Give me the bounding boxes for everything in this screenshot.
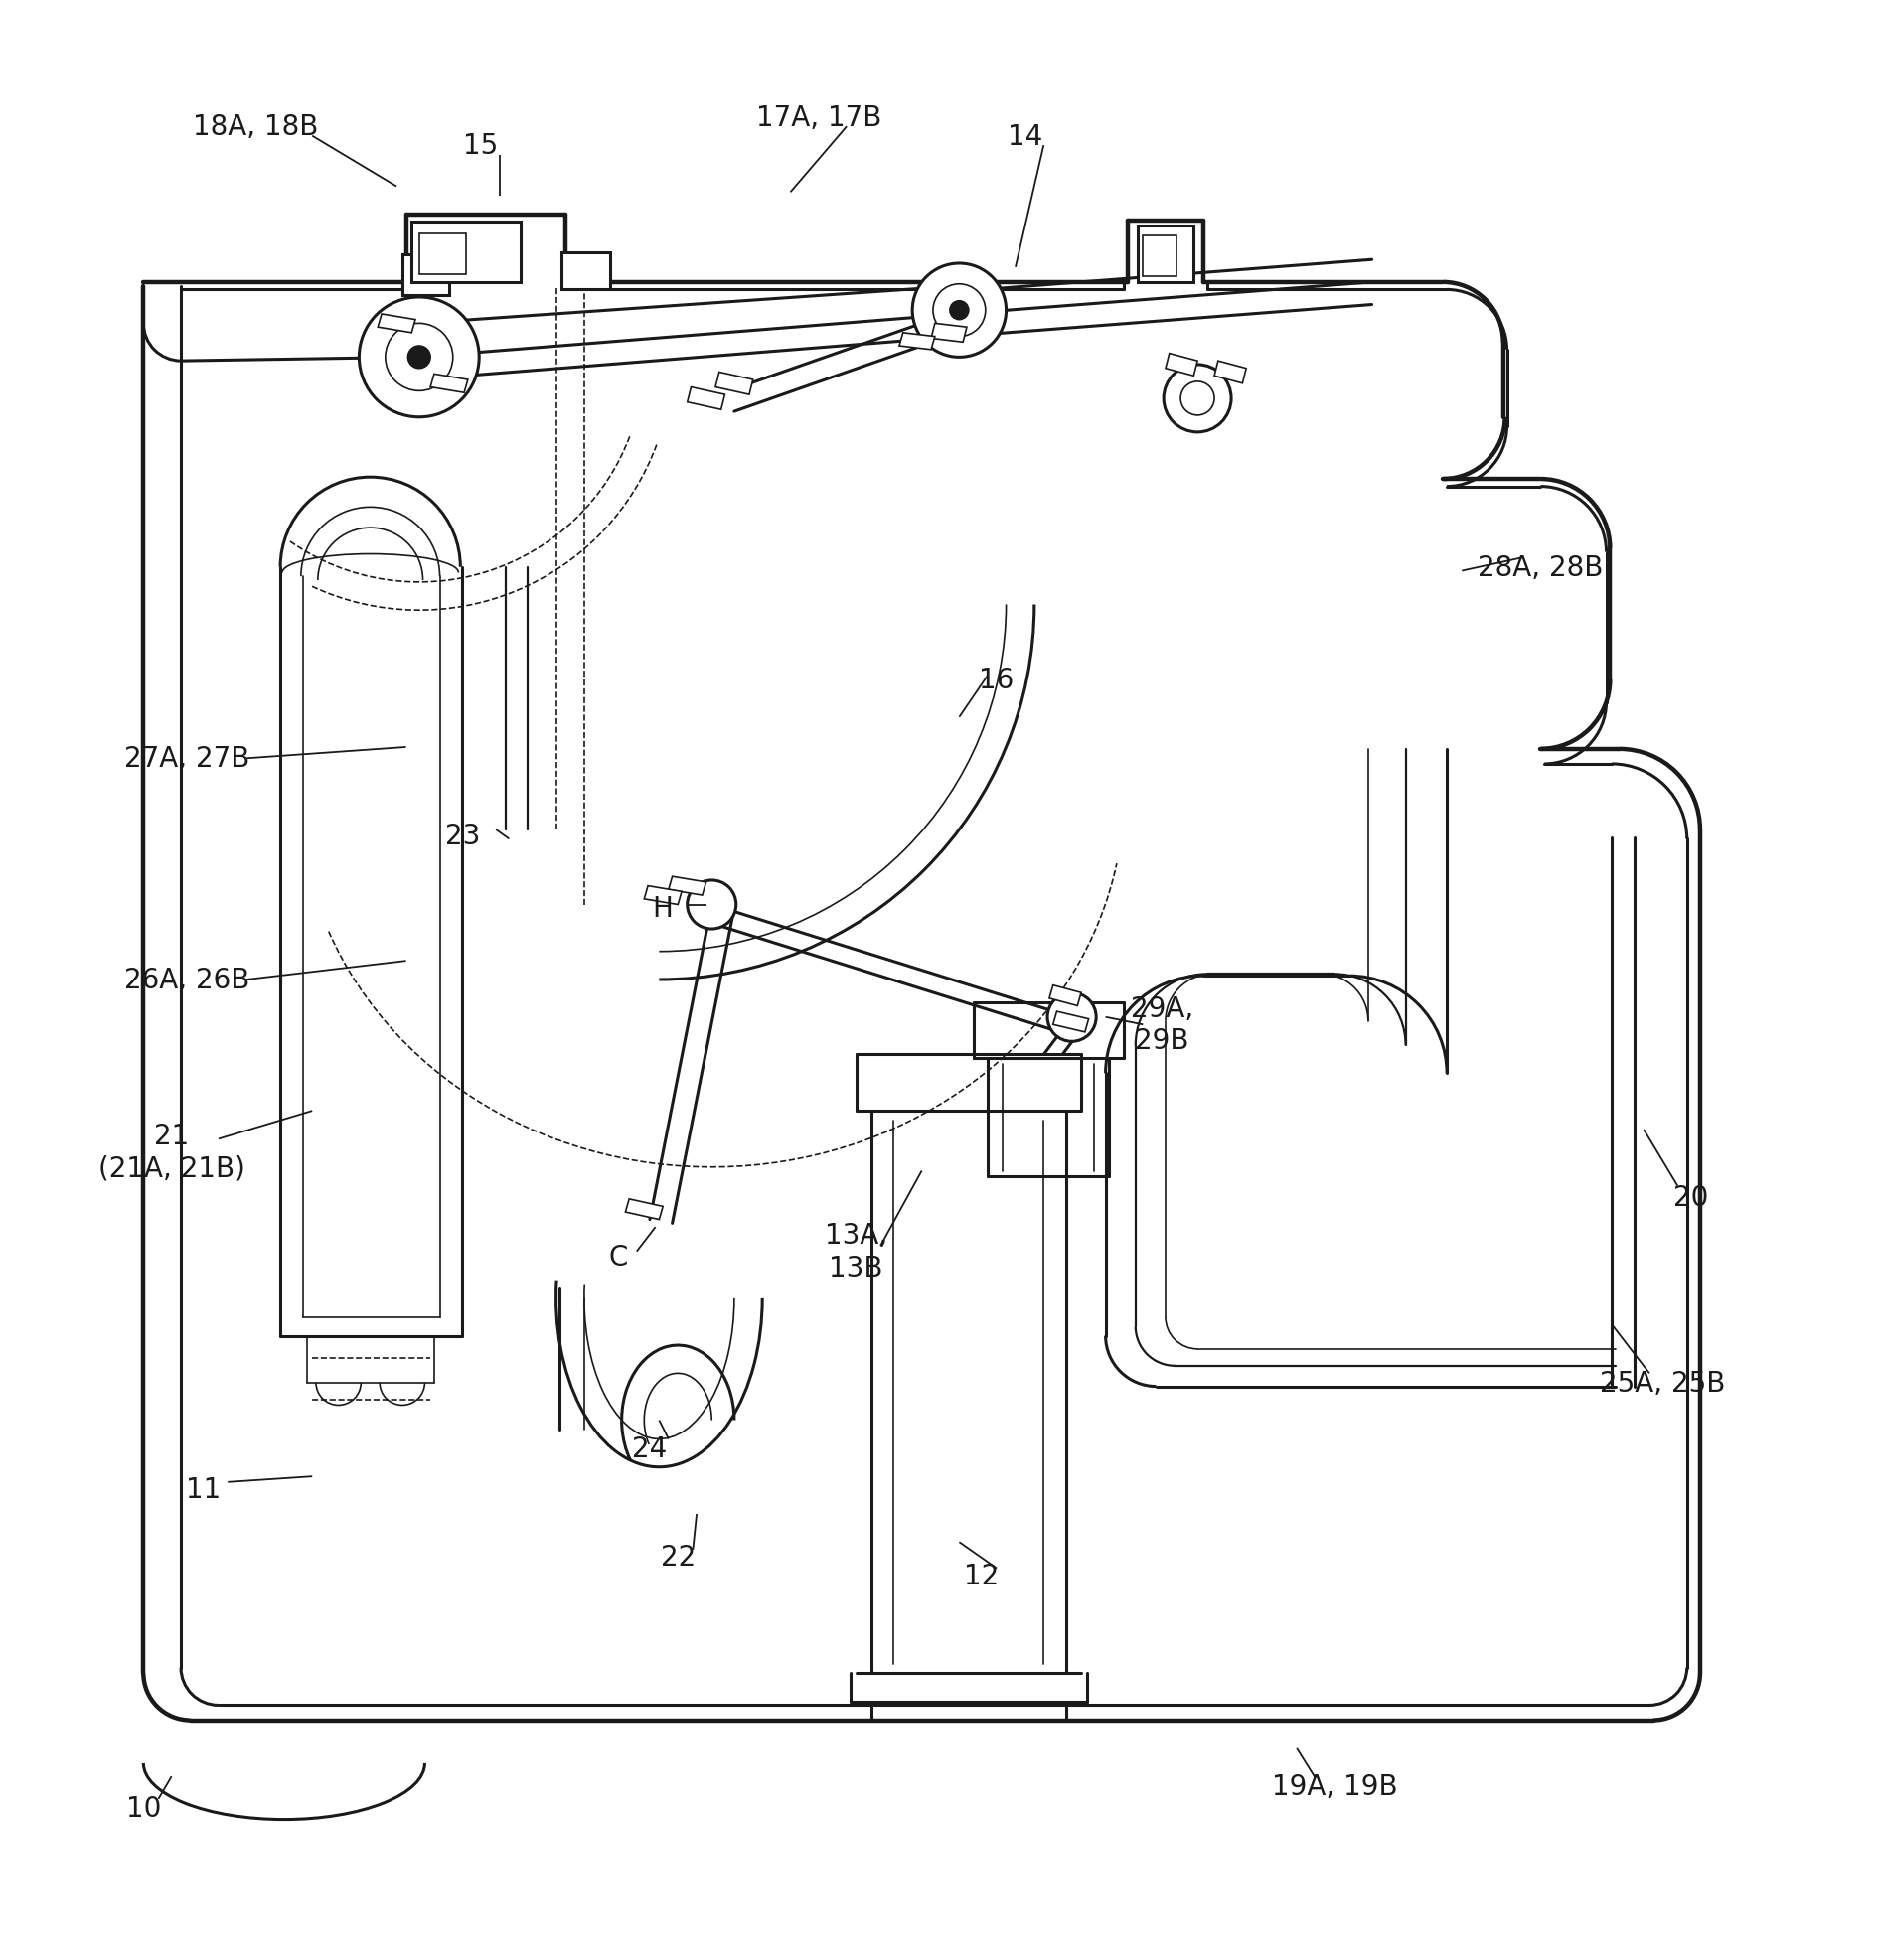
Text: 15: 15: [463, 131, 498, 161]
Text: 13A,
13B: 13A, 13B: [824, 1221, 888, 1282]
Text: 20: 20: [1672, 1184, 1708, 1211]
Circle shape: [933, 284, 986, 337]
Text: 25A, 25B: 25A, 25B: [1599, 1368, 1725, 1397]
Text: 28A, 28B: 28A, 28B: [1478, 555, 1603, 582]
Bar: [1144, 235, 1178, 276]
Polygon shape: [931, 323, 967, 343]
Circle shape: [386, 323, 453, 392]
Text: 23: 23: [444, 821, 480, 849]
Bar: [1138, 227, 1194, 282]
Bar: [412, 223, 521, 282]
Circle shape: [912, 265, 1006, 359]
Text: 16: 16: [980, 666, 1014, 694]
Bar: [403, 255, 450, 296]
Text: 22: 22: [660, 1543, 696, 1572]
Text: 19A, 19B: 19A, 19B: [1272, 1772, 1398, 1799]
Text: 29A,
29B: 29A, 29B: [1130, 996, 1193, 1054]
Bar: [562, 253, 611, 290]
Polygon shape: [668, 876, 705, 896]
Text: 11: 11: [186, 1476, 220, 1503]
Polygon shape: [1215, 361, 1247, 384]
Circle shape: [687, 880, 735, 929]
Polygon shape: [1166, 355, 1198, 376]
Circle shape: [1048, 994, 1097, 1043]
Polygon shape: [643, 886, 681, 906]
Polygon shape: [431, 374, 468, 394]
Polygon shape: [378, 316, 416, 333]
Text: H: H: [653, 896, 673, 923]
Circle shape: [408, 347, 431, 368]
Text: 14: 14: [1008, 123, 1042, 151]
Circle shape: [1164, 365, 1232, 433]
Text: 26A, 26B: 26A, 26B: [124, 966, 250, 994]
Text: 18A, 18B: 18A, 18B: [194, 114, 318, 141]
Polygon shape: [624, 1200, 662, 1219]
Text: 17A, 17B: 17A, 17B: [756, 104, 882, 131]
Circle shape: [1181, 382, 1215, 416]
Text: C: C: [608, 1243, 628, 1272]
Circle shape: [359, 298, 480, 417]
Polygon shape: [715, 372, 752, 396]
Bar: [419, 233, 466, 274]
Text: 21
(21A, 21B): 21 (21A, 21B): [98, 1123, 245, 1182]
Polygon shape: [1050, 986, 1082, 1005]
Text: 12: 12: [965, 1562, 999, 1590]
Polygon shape: [899, 333, 935, 351]
Polygon shape: [687, 388, 724, 410]
Text: 10: 10: [126, 1795, 162, 1823]
Text: 24: 24: [632, 1435, 668, 1462]
Polygon shape: [1053, 1011, 1089, 1033]
Circle shape: [950, 302, 969, 319]
Text: 27A, 27B: 27A, 27B: [124, 745, 250, 772]
